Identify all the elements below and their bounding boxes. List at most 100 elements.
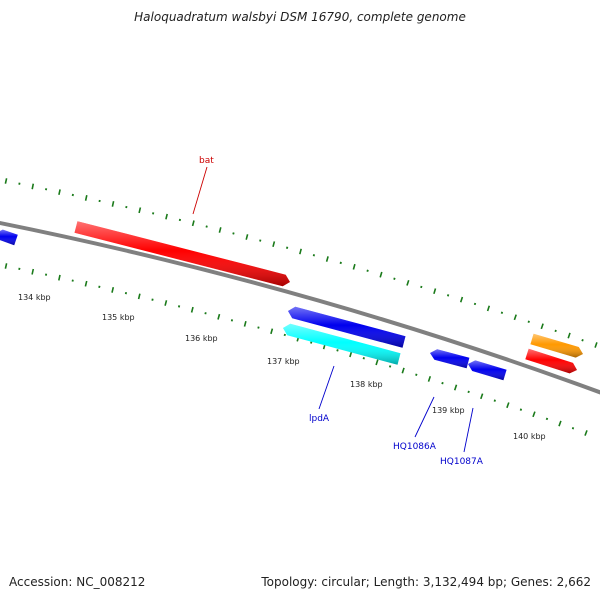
gene-HQ1087A — [468, 360, 507, 381]
inner-tick-mark — [98, 285, 101, 289]
gene-blue-left — [0, 229, 18, 246]
gene-orange-right — [530, 333, 583, 358]
inner-tick-mark — [545, 417, 549, 421]
inner-tick-track — [4, 263, 588, 436]
outer-tick-mark — [259, 239, 262, 242]
tick-label-137: 137 kbp — [267, 357, 300, 366]
inner-tick-mark — [84, 280, 88, 287]
leader-line-HQ1086A — [414, 396, 435, 438]
inner-tick-mark — [415, 373, 418, 376]
inner-tick-mark — [571, 427, 575, 430]
inner-tick-mark — [137, 293, 141, 300]
leader-line-lpdA — [318, 365, 335, 410]
gene-label-bat: bat — [199, 156, 214, 166]
inner-tick-mark — [58, 274, 61, 281]
inner-tick-mark — [257, 326, 260, 329]
outer-tick-mark — [393, 277, 396, 280]
inner-tick-mark — [388, 365, 392, 368]
inner-tick-mark — [558, 420, 562, 427]
outer-tick-mark — [58, 189, 61, 195]
accession-label: Accession: NC_008212 — [9, 575, 146, 589]
outer-tick-mark — [486, 305, 491, 312]
outer-tick-mark — [352, 263, 356, 270]
outer-tick-mark — [245, 234, 249, 240]
outer-tick-mark — [312, 254, 316, 257]
inner-tick-mark — [493, 399, 496, 402]
inner-tick-mark — [31, 268, 35, 275]
inner-tick-mark — [349, 351, 353, 358]
outer-tick-mark — [446, 294, 450, 297]
gene-label-lpdA: lpdA — [309, 414, 330, 424]
outer-tick-mark — [513, 314, 517, 321]
inner-tick-mark — [190, 306, 194, 313]
outer-tick-mark — [165, 213, 168, 220]
outer-tick-mark — [420, 285, 423, 289]
inner-tick-mark — [124, 291, 128, 295]
outer-tick-mark — [218, 227, 222, 233]
inner-tick-mark — [336, 349, 339, 352]
gene-HQ1086A — [430, 349, 470, 369]
outer-tick-mark — [379, 271, 383, 278]
outer-tick-mark — [232, 232, 235, 235]
outer-tick-mark — [152, 212, 155, 215]
gene-bat — [74, 221, 290, 287]
outer-tick-mark — [191, 220, 195, 227]
inner-tick-mark — [441, 381, 444, 385]
outer-tick-mark — [325, 256, 329, 262]
outer-tick-mark — [500, 311, 504, 314]
outer-tick-mark — [473, 302, 477, 306]
inner-tick-mark — [283, 333, 286, 337]
leader-line-bat — [192, 166, 208, 215]
gene-label-HQ1086A: HQ1086A — [393, 442, 437, 452]
inner-tick-mark — [375, 359, 379, 366]
inner-tick-mark — [310, 341, 313, 344]
genome-summary: Topology: circular; Length: 3,132,494 bp… — [261, 575, 591, 589]
outer-tick-mark — [138, 207, 142, 214]
outer-tick-mark — [567, 332, 571, 339]
outer-tick-mark — [527, 320, 530, 324]
outer-tick-track — [4, 178, 598, 348]
outer-tick-mark — [285, 246, 289, 250]
inner-tick-mark — [18, 267, 21, 271]
gene-features — [0, 221, 583, 381]
outer-tick-mark — [111, 201, 115, 207]
outer-tick-mark — [433, 288, 437, 295]
inner-tick-mark — [243, 320, 247, 327]
inner-tick-mark — [401, 367, 405, 374]
tick-label-136: 136 kbp — [185, 334, 218, 343]
tick-label-138: 138 kbp — [350, 380, 383, 389]
inner-tick-mark — [453, 384, 458, 391]
inner-tick-mark — [480, 393, 484, 400]
outer-tick-mark — [366, 269, 369, 272]
outer-tick-mark — [339, 261, 342, 265]
inner-tick-mark — [44, 273, 48, 276]
page-title: Haloquadratum walsbyi DSM 16790, complet… — [134, 10, 466, 24]
inner-tick-mark — [519, 408, 523, 411]
inner-tick-mark — [532, 411, 536, 418]
genome-backbone — [0, 220, 600, 395]
gene-label-HQ1087A: HQ1087A — [440, 457, 484, 467]
label-leaders — [192, 166, 474, 453]
outer-tick-mark — [581, 338, 584, 342]
gene-labels: bat lpdA HQ1086A HQ1087A — [199, 156, 484, 467]
tick-labels: 134 kbp 135 kbp 136 kbp 137 kbp 138 kbp … — [18, 293, 546, 441]
outer-tick-mark — [459, 296, 464, 303]
inner-tick-mark — [217, 313, 221, 320]
tick-label-139: 139 kbp — [432, 406, 465, 415]
outer-tick-mark — [299, 248, 302, 255]
tick-label-140: 140 kbp — [513, 432, 546, 441]
outer-tick-mark — [540, 323, 544, 330]
inner-tick-mark — [362, 357, 365, 360]
inner-tick-mark — [506, 402, 510, 409]
inner-tick-mark — [204, 312, 207, 315]
inner-tick-mark — [177, 305, 181, 308]
inner-tick-mark — [4, 263, 8, 269]
outer-tick-mark — [406, 279, 410, 286]
outer-tick-mark — [594, 342, 598, 348]
outer-tick-mark — [272, 241, 276, 248]
inner-tick-mark — [230, 319, 234, 322]
inner-tick-mark — [467, 390, 470, 394]
gene-lpdA — [283, 323, 401, 365]
tick-label-135: 135 kbp — [102, 313, 135, 322]
